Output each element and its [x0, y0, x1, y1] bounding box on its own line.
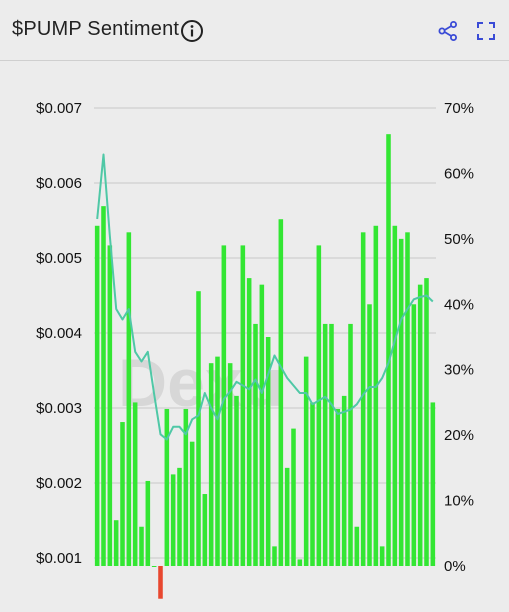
right-tick-label: 60% — [444, 165, 474, 182]
expand-icon[interactable] — [475, 20, 497, 42]
sentiment-bar — [405, 232, 410, 567]
sentiment-bar — [101, 206, 106, 566]
sentiment-bar — [234, 395, 239, 566]
sentiment-bar — [177, 467, 182, 566]
right-tick-label: 70% — [444, 100, 474, 117]
sentiment-bar — [164, 408, 170, 566]
sentiment-bar — [107, 245, 113, 566]
sentiment-bar — [132, 402, 138, 566]
right-tick-label: 50% — [444, 231, 474, 248]
left-tick-label: $0.001 — [36, 550, 82, 567]
price-line — [96, 153, 434, 441]
left-tick-label: $0.003 — [36, 400, 82, 417]
left-axis: $0.007 $0.006 $0.005 $0.004 $0.003 $0.002 $0.0… — [36, 100, 82, 567]
sentiment-bar — [360, 232, 366, 567]
sentiment-bar — [392, 225, 398, 566]
sentiment-bar — [278, 219, 284, 566]
sentiment-bar — [170, 474, 176, 566]
sentiment-bar — [183, 408, 189, 566]
right-tick-label: 40% — [444, 296, 474, 313]
sentiment-bar — [335, 408, 341, 566]
right-tick-label: 30% — [444, 362, 474, 379]
sentiment-bar — [354, 526, 360, 566]
line-series — [96, 153, 434, 441]
sentiment-bar — [272, 546, 277, 566]
sentiment-bar — [246, 278, 252, 566]
sentiment-bar — [253, 323, 258, 566]
sentiment-bar — [113, 520, 119, 566]
sentiment-bar — [196, 291, 201, 566]
sentiment-bar — [291, 428, 296, 566]
sentiment-bar — [417, 284, 423, 566]
sentiment-bar — [227, 363, 233, 566]
sentiment-bar — [348, 323, 353, 566]
sentiment-bar — [259, 284, 265, 566]
sentiment-bar — [221, 245, 227, 566]
sentiment-bar — [240, 245, 246, 566]
sentiment-bar — [316, 245, 322, 566]
left-tick-label: $0.005 — [36, 250, 82, 267]
sentiment-bar — [151, 566, 157, 567]
chart-title: $PUMP Sentiment — [12, 18, 180, 40]
sentiment-bar — [367, 304, 372, 566]
sentiment-bar — [94, 225, 100, 566]
sentiment-bar — [265, 337, 271, 566]
right-tick-label: 0% — [444, 558, 466, 575]
share-icon[interactable] — [437, 20, 459, 42]
sentiment-bar — [126, 232, 132, 567]
sentiment-bar — [430, 402, 436, 566]
sentiment-bar — [373, 225, 379, 566]
sentiment-bar — [424, 278, 429, 566]
sentiment-bar — [145, 480, 151, 566]
right-tick-label: 20% — [444, 427, 474, 444]
sentiment-bar — [208, 363, 214, 566]
sentiment-bar — [284, 467, 290, 566]
sentiment-bar — [411, 304, 417, 566]
left-tick-label: $0.006 — [36, 175, 82, 192]
sentiment-bar — [310, 402, 315, 566]
chart-header: $PUMP Sentiment — [0, 0, 509, 61]
right-tick-label: 10% — [444, 493, 474, 510]
sentiment-bar — [329, 323, 334, 566]
sentiment-bar-negative — [158, 566, 163, 599]
sentiment-chart: Dexu $0.007$0.006$0.005$0.004$0.003$0.00… — [36, 100, 474, 599]
left-tick-label: $0.002 — [36, 475, 82, 492]
sentiment-bar — [322, 323, 328, 566]
sentiment-bar — [215, 356, 220, 566]
sentiment-bar — [120, 422, 125, 566]
sentiment-bar — [297, 559, 303, 566]
sentiment-bar — [303, 356, 309, 566]
bar-series — [94, 134, 436, 599]
grid-lines — [94, 107, 436, 559]
sentiment-bar — [341, 395, 347, 566]
info-icon[interactable] — [180, 19, 204, 43]
sentiment-bar — [189, 441, 195, 566]
sentiment-bar — [202, 494, 208, 566]
sentiment-bar — [398, 238, 404, 566]
sentiment-bar — [386, 134, 391, 566]
sentiment-bar — [379, 546, 385, 566]
left-tick-label: $0.004 — [36, 325, 82, 342]
right-axis: 70% 60% 50% 40% 30% 20% 10% 0% — [444, 100, 474, 575]
sentiment-bar — [139, 526, 144, 566]
left-tick-label: $0.007 — [36, 100, 82, 117]
